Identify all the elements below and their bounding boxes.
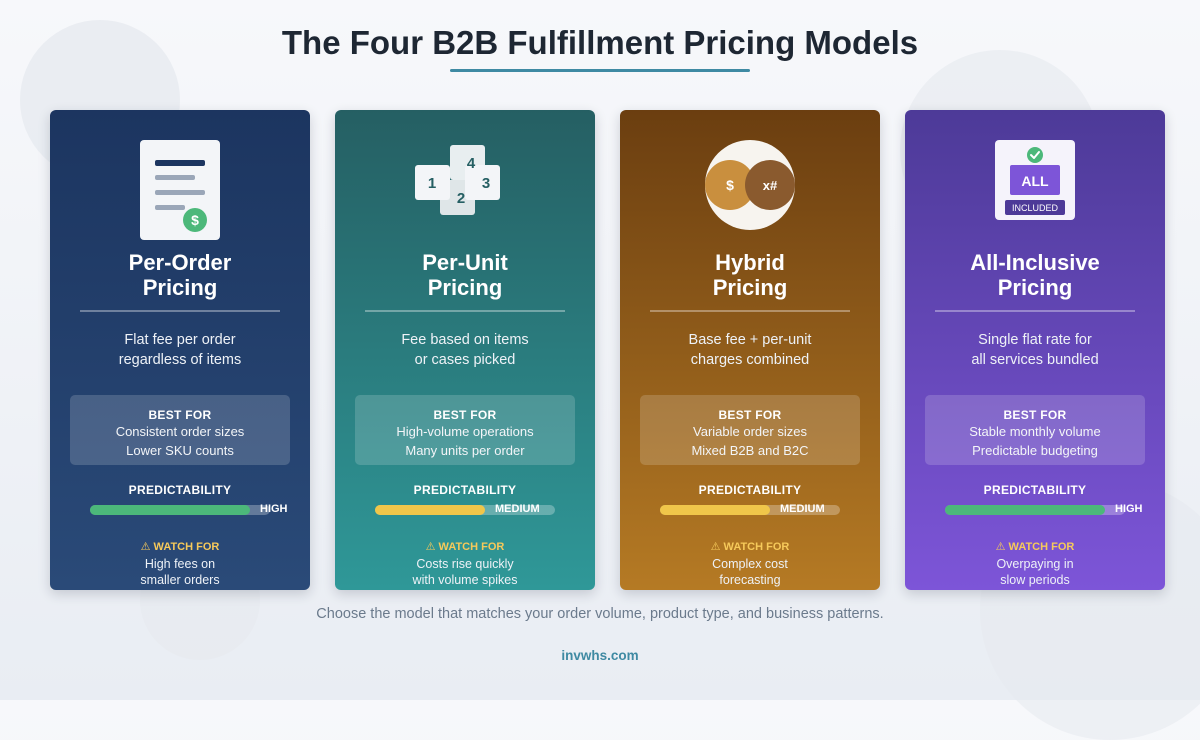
pricing-card-per-order: $ Per-Order Pricing Flat fee per order r…	[50, 110, 310, 590]
watch-for-line: Complex cost	[712, 557, 788, 571]
block-number: 3	[482, 175, 490, 192]
watch-for-heading: ⚠ WATCH FOR	[425, 541, 505, 553]
card-divider	[650, 310, 850, 312]
predictability-bar-fill	[375, 505, 485, 515]
predictability-bar	[660, 505, 840, 515]
card-title-line: All-Inclusive	[970, 250, 1100, 275]
predictability-heading: PREDICTABILITY	[413, 483, 517, 497]
card-title-line: Pricing	[142, 275, 218, 300]
best-for-item: Lower SKU counts	[126, 443, 234, 458]
best-for-item: Predictable budgeting	[972, 443, 1098, 458]
best-for-heading: BEST FOR	[718, 408, 782, 422]
block-number: 4	[467, 155, 476, 172]
watch-for-line: with volume spikes	[412, 573, 518, 587]
watch-for-line: Overpaying in	[996, 557, 1074, 571]
watch-for-text: Overpaying in slow periods	[905, 556, 1165, 588]
card-description: Flat fee per order regardless of items	[60, 330, 300, 370]
description-line: or cases picked	[414, 352, 516, 368]
numbered-blocks-icon: 1 4 2 3	[335, 140, 595, 240]
block-number: 1	[428, 175, 436, 192]
best-for-box: BEST FOR Consistent order sizes Lower SK…	[70, 395, 290, 465]
card-title: Hybrid Pricing	[620, 250, 880, 300]
multiplier-symbol: x#	[763, 178, 778, 193]
best-for-item: Many units per order	[405, 443, 525, 458]
watch-for-heading: ⚠ WATCH FOR	[995, 541, 1075, 553]
watch-for-line: Costs rise quickly	[416, 557, 514, 571]
watch-for-text: Costs rise quickly with volume spikes	[335, 556, 595, 588]
watch-for-line: smaller orders	[140, 573, 220, 587]
best-for-heading: BEST FOR	[433, 408, 497, 422]
best-for-box: BEST FOR Stable monthly volume Predictab…	[925, 395, 1145, 465]
invoice-dollar-icon: $	[50, 140, 310, 240]
description-line: charges combined	[690, 352, 810, 368]
best-for-item: Variable order sizes	[693, 424, 807, 439]
title-underline	[450, 69, 750, 72]
card-divider	[80, 310, 280, 312]
predictability-heading: PREDICTABILITY	[983, 483, 1087, 497]
site-link[interactable]: invwhs.com	[561, 648, 639, 663]
predictability-bar	[945, 505, 1125, 515]
predictability-level: MEDIUM	[780, 503, 825, 515]
dollar-multiplier-icon: $ x#	[620, 140, 880, 240]
all-included-badge-icon: ALL INCLUDED	[905, 140, 1165, 240]
description-line: Base fee + per-unit	[688, 332, 812, 348]
block-number: 2	[457, 190, 465, 207]
card-title-line: Per-Order	[128, 250, 232, 275]
pricing-card-per-unit: 1 4 2 3 Per-Unit Pricing Fee based on it…	[335, 110, 595, 590]
footer-caption: Choose the model that matches your order…	[316, 606, 884, 622]
best-for-item: Mixed B2B and B2C	[691, 443, 809, 458]
card-title-line: Pricing	[427, 275, 503, 300]
best-for-heading: BEST FOR	[148, 408, 212, 422]
watch-for-heading: ⚠ WATCH FOR	[140, 541, 220, 553]
card-title-line: Pricing	[712, 275, 788, 300]
best-for-item: Consistent order sizes	[115, 424, 245, 439]
predictability-bar-fill	[660, 505, 770, 515]
card-title: Per-Unit Pricing	[335, 250, 595, 300]
predictability-level: HIGH	[260, 503, 288, 515]
badge-subtext: INCLUDED	[1012, 203, 1059, 213]
card-title-line: Per-Unit	[422, 250, 508, 275]
card-title: All-Inclusive Pricing	[905, 250, 1165, 300]
predictability-heading: PREDICTABILITY	[698, 483, 802, 497]
description-line: Fee based on items	[401, 332, 529, 348]
predictability-bar-fill	[90, 505, 250, 515]
predictability-bar	[375, 505, 555, 515]
page-title: The Four B2B Fulfillment Pricing Models	[281, 24, 919, 61]
description-line: Single flat rate for	[978, 332, 1092, 348]
badge-text: ALL	[1021, 173, 1049, 189]
best-for-heading: BEST FOR	[1003, 408, 1067, 422]
card-title-line: Hybrid	[715, 250, 785, 275]
best-for-box: BEST FOR High-volume operations Many uni…	[355, 395, 575, 465]
predictability-level: MEDIUM	[495, 503, 540, 515]
card-description: Base fee + per-unit charges combined	[630, 330, 870, 370]
description-line: all services bundled	[971, 352, 1099, 368]
pricing-card-hybrid: $ x# Hybrid Pricing Base fee + per-unit …	[620, 110, 880, 590]
card-title: Per-Order Pricing	[50, 250, 310, 300]
watch-for-text: High fees on smaller orders	[50, 556, 310, 588]
card-description: Single flat rate for all services bundle…	[915, 330, 1155, 370]
watch-for-line: forecasting	[719, 573, 781, 587]
watch-for-line: High fees on	[144, 557, 216, 571]
predictability-heading: PREDICTABILITY	[128, 483, 232, 497]
dollar-symbol: $	[726, 177, 734, 193]
watch-for-heading: ⚠ WATCH FOR	[710, 541, 790, 553]
best-for-box: BEST FOR Variable order sizes Mixed B2B …	[640, 395, 860, 465]
watch-for-line: slow periods	[1000, 573, 1070, 587]
pricing-card-all-inclusive: ALL INCLUDED All-Inclusive Pricing Singl…	[905, 110, 1165, 590]
best-for-item: High-volume operations	[396, 424, 534, 439]
predictability-level: HIGH	[1115, 503, 1143, 515]
dollar-symbol: $	[191, 212, 199, 228]
card-divider	[365, 310, 565, 312]
predictability-bar	[90, 505, 270, 515]
predictability-bar-fill	[945, 505, 1105, 515]
description-line: regardless of items	[118, 352, 242, 368]
description-line: Flat fee per order	[124, 332, 236, 348]
watch-for-text: Complex cost forecasting	[620, 556, 880, 588]
best-for-item: Stable monthly volume	[969, 424, 1101, 439]
card-description: Fee based on items or cases picked	[345, 330, 585, 370]
card-title-line: Pricing	[997, 275, 1073, 300]
card-divider	[935, 310, 1135, 312]
